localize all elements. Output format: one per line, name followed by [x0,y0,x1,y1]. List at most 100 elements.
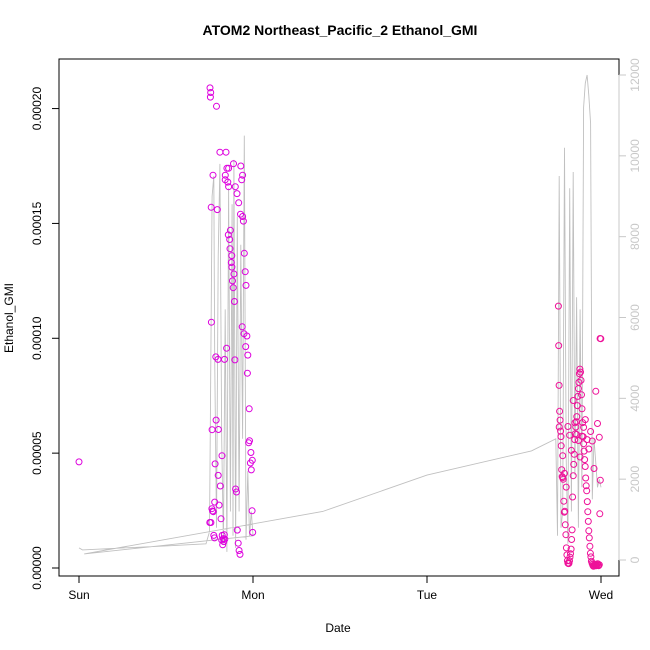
data-point [249,528,257,536]
y2-tick-label: 10000 [628,139,642,173]
data-point [596,510,604,518]
x-tick-label: Wed [589,588,613,602]
data-point [595,433,603,441]
data-point [584,508,592,516]
data-point [577,368,584,376]
data-point [221,171,229,179]
data-point [248,456,256,464]
y2-tick-label: 8000 [628,223,642,250]
data-point [220,531,228,539]
y2-tick-label: 4000 [628,385,642,412]
data-point [211,498,219,506]
data-point [587,428,595,435]
data-point [233,190,241,198]
data-point [576,453,584,461]
data-point [212,416,220,424]
data-point [594,420,601,427]
y-tick-label: 0.00005 [30,431,44,475]
data-point [230,270,238,278]
data-point [575,378,583,386]
data-point [75,458,83,466]
data-point [588,437,596,445]
data-point [238,176,246,184]
data-point [230,160,237,168]
data-point [244,351,252,359]
data-point [556,416,564,424]
data-point [230,298,238,305]
y2-tick-label: 6000 [628,304,642,331]
data-point [577,376,585,384]
data-point [573,413,581,421]
data-point [561,469,568,477]
data-point [569,472,577,480]
data-point [578,405,586,413]
data-point [211,534,218,542]
data-point [217,515,225,523]
data-point [568,526,576,534]
data-point [223,344,231,352]
data-point [586,542,594,550]
data-point [207,203,215,211]
y-tick-label: 0.00020 [30,87,44,131]
data-point [586,549,594,557]
data-point [578,391,585,399]
data-point [231,183,239,191]
data-point [573,402,581,410]
data-point [242,343,250,351]
data-point [582,482,590,490]
data-point [578,432,586,440]
data-point [221,535,229,543]
data-point [211,460,219,468]
data-point [585,445,593,453]
data-point [207,519,215,526]
data-point [566,431,574,439]
data-point [555,423,563,431]
data-point [228,263,236,271]
data-point [580,423,588,431]
data-point [229,277,236,285]
data-point [574,437,582,444]
data-point [560,497,568,505]
data-point [561,521,569,529]
data-point [226,236,234,243]
data-point [568,536,576,543]
data-point [584,517,592,525]
data-point [567,545,575,553]
data-point [226,245,234,253]
data-point [224,231,232,239]
data-point [572,423,580,431]
data-point [247,466,255,474]
data-point [206,93,214,101]
data-point [583,487,591,495]
data-point [556,407,564,415]
data-point [221,355,228,363]
data-point [581,416,589,424]
data-point [246,437,253,445]
data-point [582,474,590,482]
y2-tick-label: 2000 [628,465,642,492]
data-point [218,452,226,460]
data-point [229,284,237,292]
y-tick-label: 0.00015 [30,201,44,245]
data-point [225,164,233,172]
data-point [240,249,248,257]
data-point [235,547,243,554]
data-point [561,507,569,515]
data-point [239,171,247,179]
data-point [596,335,604,342]
data-point [559,452,567,460]
data-point [581,463,589,470]
data-point [216,482,224,490]
data-point [564,423,572,430]
data-point [562,483,570,491]
data-point [555,342,563,350]
data-point [207,89,215,96]
x-tick-label: Mon [241,588,264,602]
data-point [585,534,593,542]
data-point [569,493,577,501]
data-point [209,508,217,516]
data-point [233,526,241,534]
data-point [562,531,570,539]
data-point [214,426,222,433]
